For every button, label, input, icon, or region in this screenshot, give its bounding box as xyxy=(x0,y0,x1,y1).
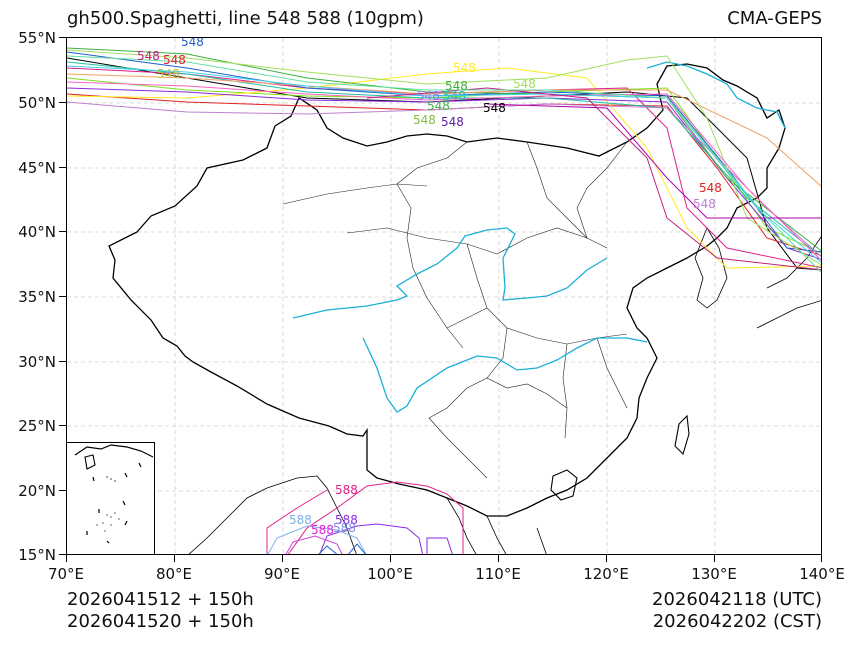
y-tick-35n: 35°N xyxy=(18,288,56,306)
svg-text:548: 548 xyxy=(513,77,536,91)
x-tick-80e: 80°E xyxy=(155,565,193,583)
valid-time-cst: 2026042202 (CST) xyxy=(652,611,822,632)
amur-river xyxy=(646,61,786,129)
y-tick-mark xyxy=(59,102,66,104)
x-tick-100e: 100°E xyxy=(367,565,413,583)
x-tick-90e: 90°E xyxy=(263,565,301,583)
x-tick-70e: 70°E xyxy=(47,565,85,583)
india-coast xyxy=(188,475,357,554)
chart-title: gh500.Spaghetti, line 548 588 (10gpm) xyxy=(67,8,424,29)
y-tick-40n: 40°N xyxy=(18,223,56,241)
y-tick-55n: 55°N xyxy=(18,29,56,47)
x-tick-110e: 110°E xyxy=(475,565,521,583)
init-time-line-1: 2026041512 + 150h xyxy=(67,589,254,610)
x-tick-mark xyxy=(174,555,176,562)
init-time-line-2: 2026041520 + 150h xyxy=(67,611,254,632)
valid-time-utc: 2026042118 (UTC) xyxy=(652,589,822,610)
svg-text:548: 548 xyxy=(157,67,180,81)
contour-588-labels: 588 588 588 588 588 xyxy=(289,483,358,537)
x-tick-mark xyxy=(606,555,608,562)
x-tick-mark xyxy=(498,555,500,562)
hainan-island xyxy=(550,469,578,501)
y-tick-15n: 15°N xyxy=(18,546,56,564)
map-canvas: 548 548 548 548 548 548 548 548 548 548 … xyxy=(67,38,821,554)
yellow-river xyxy=(292,227,608,319)
svg-text:588: 588 xyxy=(311,523,334,537)
map-plot-area[interactable]: 548 548 548 548 548 548 548 548 548 548 … xyxy=(66,37,822,555)
korea-coast xyxy=(694,227,728,309)
inset-map xyxy=(74,444,154,544)
init-time-block: 2026041512 + 150h 2026041520 + 150h xyxy=(67,589,254,633)
x-tick-mark xyxy=(714,555,716,562)
y-tick-mark xyxy=(59,296,66,298)
y-tick-45n: 45°N xyxy=(18,159,56,177)
svg-text:548: 548 xyxy=(427,99,450,113)
province-boundaries xyxy=(282,141,628,479)
x-tick-mark xyxy=(390,555,392,562)
y-tick-mark xyxy=(59,490,66,492)
china-border xyxy=(108,63,786,517)
svg-text:548: 548 xyxy=(181,38,204,49)
svg-text:548: 548 xyxy=(443,89,466,103)
y-tick-50n: 50°N xyxy=(18,94,56,112)
y-tick-mark xyxy=(59,425,66,427)
svg-text:588: 588 xyxy=(335,483,358,497)
contour-548-lines xyxy=(67,47,821,273)
svg-text:548: 548 xyxy=(417,89,440,103)
y-tick-mark xyxy=(59,361,66,363)
svg-text:588: 588 xyxy=(333,521,356,535)
south-china-sea-inset xyxy=(67,442,155,554)
svg-text:588: 588 xyxy=(289,513,312,527)
taiwan-island xyxy=(674,414,690,456)
y-tick-25n: 25°N xyxy=(18,417,56,435)
svg-text:548: 548 xyxy=(137,49,160,63)
y-tick-mark xyxy=(59,554,66,556)
x-tick-140e: 140°E xyxy=(799,565,845,583)
svg-text:588: 588 xyxy=(335,513,358,527)
y-tick-mark xyxy=(59,231,66,233)
x-tick-mark xyxy=(66,555,68,562)
x-tick-130e: 130°E xyxy=(691,565,737,583)
svg-text:548: 548 xyxy=(413,113,436,127)
svg-text:548: 548 xyxy=(483,101,506,115)
graticule xyxy=(67,38,821,554)
model-source-label: CMA-GEPS xyxy=(727,8,822,29)
valid-time-block: 2026042118 (UTC) 2026042202 (CST) xyxy=(652,589,822,633)
svg-text:548: 548 xyxy=(163,53,186,67)
y-tick-mark xyxy=(59,37,66,39)
svg-text:548: 548 xyxy=(441,115,464,129)
yangtze-river xyxy=(362,337,648,413)
y-tick-30n: 30°N xyxy=(18,353,56,371)
y-tick-mark xyxy=(59,167,66,169)
y-tick-20n: 20°N xyxy=(18,482,56,500)
svg-text:548: 548 xyxy=(699,181,722,195)
x-tick-mark xyxy=(282,555,284,562)
contour-548-labels: 548 548 548 548 548 548 548 548 548 548 … xyxy=(137,38,722,211)
svg-text:548: 548 xyxy=(693,197,716,211)
svg-text:548: 548 xyxy=(445,79,468,93)
x-tick-120e: 120°E xyxy=(583,565,629,583)
svg-text:548: 548 xyxy=(453,61,476,75)
rivers xyxy=(292,61,786,413)
x-tick-mark xyxy=(821,555,823,562)
